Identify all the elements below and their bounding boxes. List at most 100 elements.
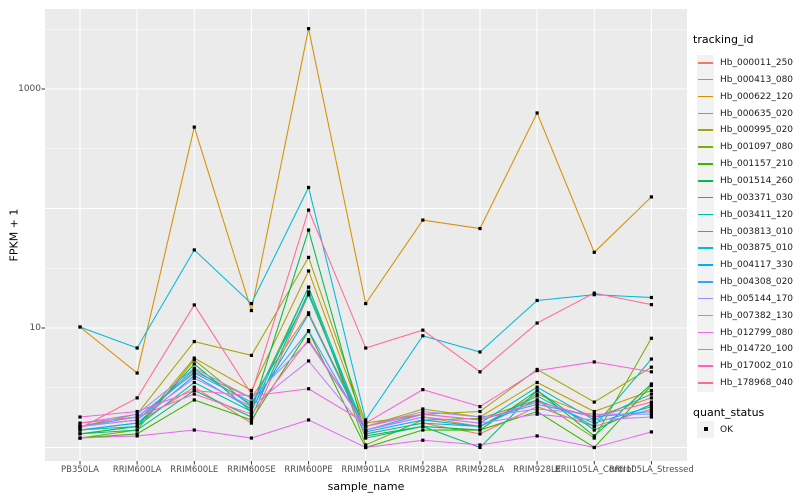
data-point [478, 226, 482, 231]
data-point [135, 412, 139, 416]
data-point [478, 350, 482, 354]
data-point [478, 443, 482, 447]
data-point [364, 428, 368, 432]
legend-key-Hb_000011_250 [697, 54, 714, 72]
legend-line-swatch [698, 112, 713, 115]
legend-label-Hb_000635_020: Hb_000635_020 [720, 108, 794, 119]
data-point [592, 291, 596, 295]
data-point [649, 412, 653, 416]
legend-key-Hb_001514_260 [697, 172, 714, 190]
data-point [364, 445, 368, 450]
data-point [592, 424, 596, 429]
y-tick-label: 1000 [18, 83, 41, 94]
data-point [135, 421, 139, 425]
data-point [649, 430, 653, 434]
legend-label-Hb_014720_100: Hb_014720_100 [720, 344, 794, 355]
data-point [249, 396, 254, 400]
x-tick-label: RRIM928LE [513, 465, 562, 475]
x-tick-label: RRIM600SE [227, 465, 276, 475]
legend-label-Hb_001514_260: Hb_001514_260 [720, 175, 794, 186]
data-point [364, 424, 368, 429]
x-tick-label: RRIM600LE [170, 465, 219, 475]
legend-label-Hb_005144_170: Hb_005144_170 [720, 293, 794, 304]
data-point [421, 418, 425, 422]
legend-line-swatch [698, 331, 713, 334]
y-axis-title: FPKM + 1 [7, 208, 21, 262]
data-point [364, 430, 368, 434]
legend-key-Hb_000413_080 [697, 71, 714, 89]
data-point [306, 337, 311, 342]
data-point [649, 295, 653, 300]
data-point [306, 339, 311, 344]
data-point [192, 398, 196, 402]
legend-line-swatch [698, 382, 713, 384]
data-point [478, 424, 482, 429]
data-point [306, 290, 311, 294]
legend-label-Hb_007382_130: Hb_007382_130 [720, 310, 794, 321]
legend-key-Hb_003875_010 [697, 239, 714, 257]
data-point [192, 373, 196, 378]
data-point [421, 334, 425, 338]
legend-key-Hb_004308_020 [697, 273, 714, 291]
x-axis-title: sample_name [327, 480, 405, 493]
y-tick-label: 10 [29, 322, 41, 333]
data-point [306, 312, 311, 316]
data-point [78, 424, 82, 429]
data-point [649, 402, 653, 406]
data-point [421, 424, 425, 429]
data-point [135, 415, 139, 419]
data-point [364, 436, 368, 440]
legend-label-quant-ok: OK [720, 424, 733, 435]
data-point [421, 438, 425, 442]
legend-label-Hb_012799_080: Hb_012799_080 [720, 327, 794, 338]
data-point [535, 398, 539, 402]
x-tick-label: RRII105LA_Stressed [608, 465, 694, 475]
legend-label-Hb_178968_040: Hb_178968_040 [720, 378, 794, 389]
data-point [592, 415, 596, 419]
data-point [592, 293, 596, 297]
data-point [192, 392, 196, 396]
data-point [421, 218, 425, 222]
data-point [249, 409, 254, 414]
legend-line-swatch [698, 348, 713, 351]
data-point [306, 228, 311, 232]
legend-line-swatch [698, 163, 713, 165]
data-point [421, 428, 425, 432]
legend-label-Hb_004117_330: Hb_004117_330 [720, 260, 794, 271]
data-point [478, 418, 482, 422]
data-point [649, 392, 653, 396]
data-point [306, 208, 311, 212]
data-point [249, 421, 254, 425]
data-point [535, 409, 539, 414]
data-point [249, 412, 254, 416]
legend-line-swatch [698, 129, 713, 131]
data-point [478, 421, 482, 425]
data-point [649, 302, 653, 307]
legend-line-swatch [698, 365, 713, 367]
data-point [78, 432, 82, 436]
data-point [135, 428, 139, 432]
legend-key-Hb_005144_170 [697, 290, 714, 308]
legend-line-swatch [698, 314, 713, 317]
data-point [78, 325, 82, 329]
x-tick-label: RRIM600LA [112, 465, 162, 475]
data-point [306, 27, 311, 31]
data-point [649, 388, 653, 393]
legend-label-Hb_017002_010: Hb_017002_010 [720, 361, 794, 372]
data-point [249, 394, 254, 398]
data-point [535, 394, 539, 398]
data-point [192, 358, 196, 362]
data-point [192, 385, 196, 389]
data-point [478, 415, 482, 419]
black-square-point-icon [703, 427, 708, 431]
data-point [649, 409, 653, 414]
data-point [478, 428, 482, 432]
data-point [592, 428, 596, 432]
legend-key-Hb_000995_020 [697, 121, 714, 139]
data-point [592, 418, 596, 422]
data-point [535, 412, 539, 416]
data-point [592, 421, 596, 425]
data-point [592, 445, 596, 450]
legend-line-swatch [698, 180, 713, 182]
data-point [192, 388, 196, 393]
